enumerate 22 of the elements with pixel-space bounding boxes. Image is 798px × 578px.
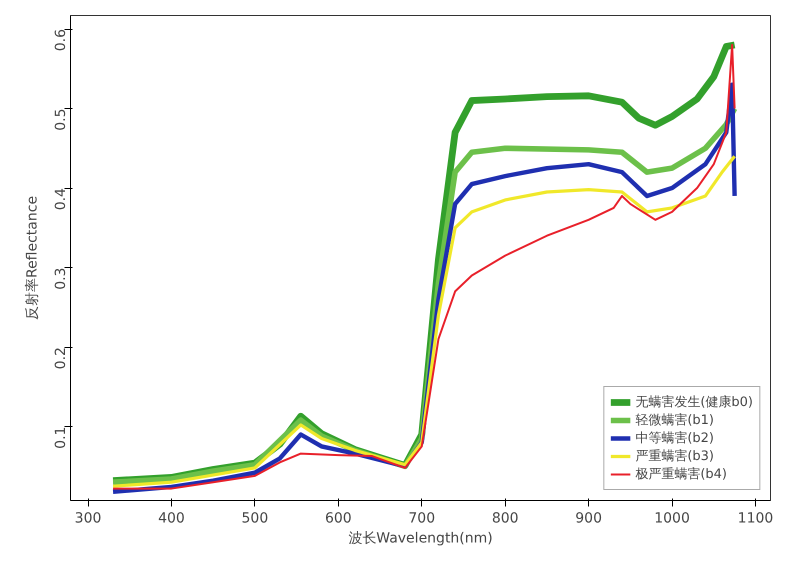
y-tick-label: 0.3 xyxy=(53,268,69,290)
x-tick-label: 600 xyxy=(324,510,352,526)
y-tick-label: 0.4 xyxy=(53,188,69,210)
legend-label: 无螨害发生(健康b0) xyxy=(635,394,753,411)
y-tick-label: 0.2 xyxy=(53,347,69,370)
x-tick-label: 800 xyxy=(492,510,519,526)
x-tick-label: 700 xyxy=(408,510,436,526)
legend-label: 轻微螨害(b1) xyxy=(635,412,714,429)
legend-label: 极严重螨害(b4) xyxy=(635,466,727,483)
x-tick-label: 500 xyxy=(242,510,268,526)
x-axis-title: 波长Wavelength(nm) xyxy=(348,530,493,546)
x-tick-label: 900 xyxy=(575,510,602,526)
legend-label: 中等螨害(b2) xyxy=(635,430,714,447)
x-tick-label: 400 xyxy=(158,510,185,526)
legend-label: 严重螨害(b3) xyxy=(635,448,714,465)
y-tick-label: 0.1 xyxy=(53,426,69,449)
x-tick-label: 1100 xyxy=(738,510,774,526)
y-tick-label: 0.5 xyxy=(53,108,69,131)
x-tick-label: 300 xyxy=(74,510,102,526)
y-tick-label: 0.6 xyxy=(53,28,69,52)
y-axis-title: 反射率Reflectance xyxy=(24,196,40,320)
x-tick-label: 1000 xyxy=(654,510,690,526)
